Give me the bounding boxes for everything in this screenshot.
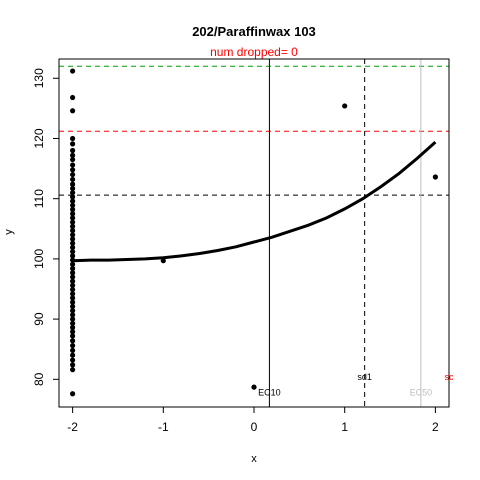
data-point	[70, 342, 76, 349]
data-point	[160, 258, 166, 264]
data-point	[251, 384, 257, 390]
y-tick-label: 120	[32, 128, 46, 148]
data-point	[70, 338, 76, 344]
data-point	[70, 253, 76, 259]
data-point	[70, 135, 76, 142]
data-point	[70, 299, 76, 305]
data-point	[70, 282, 76, 288]
data-point	[70, 236, 76, 242]
y-tick-label: 110	[32, 189, 46, 208]
data-point	[70, 206, 76, 213]
data-point	[70, 261, 76, 267]
x-tick-label: -2	[67, 420, 78, 434]
y-tick-label: 80	[32, 372, 46, 386]
annotation-ec10: EC10	[258, 388, 281, 398]
data-point	[70, 202, 76, 208]
data-point	[70, 162, 76, 168]
chart-title: 202/Paraffinwax 103	[192, 24, 316, 39]
data-point	[70, 308, 76, 314]
data-point	[70, 329, 76, 335]
data-point	[70, 223, 76, 229]
annotation-ec50: EC50	[410, 388, 433, 398]
data-point	[70, 167, 76, 173]
annotation-sd1: sd1	[357, 372, 372, 382]
chart-subtitle: num dropped= 0	[210, 45, 298, 59]
data-point	[70, 181, 76, 187]
data-point	[70, 152, 76, 158]
data-point	[70, 295, 76, 301]
data-point	[70, 147, 76, 154]
y-axis-label: y	[3, 229, 15, 235]
data-point	[70, 316, 76, 322]
data-points	[70, 68, 438, 397]
x-tick-label: 2	[432, 420, 439, 434]
data-point	[70, 286, 76, 293]
data-point	[70, 232, 76, 238]
data-point	[70, 362, 76, 368]
data-point	[70, 227, 76, 234]
data-point	[70, 94, 76, 101]
data-point	[70, 270, 76, 276]
data-point	[70, 265, 76, 272]
data-point	[70, 156, 76, 163]
data-point	[70, 211, 76, 217]
data-point	[70, 249, 76, 255]
data-point	[70, 190, 76, 196]
data-point	[70, 312, 76, 318]
data-point	[70, 391, 76, 397]
data-point	[70, 198, 76, 204]
data-point	[70, 176, 76, 183]
data-point	[342, 103, 348, 109]
data-point	[70, 278, 76, 284]
data-point	[70, 320, 76, 326]
x-tick-label: -1	[158, 420, 169, 434]
data-point	[432, 174, 438, 180]
fitted-curve-group	[72, 140, 437, 263]
data-point	[70, 324, 76, 331]
data-point	[70, 219, 76, 225]
plot-frame	[58, 58, 450, 408]
data-point	[70, 194, 76, 200]
data-point	[70, 68, 76, 74]
y-axis: 80 90 100 110 120 130	[32, 68, 60, 386]
x-tick-label: 1	[341, 420, 348, 434]
data-point	[70, 347, 76, 354]
data-point	[70, 367, 76, 373]
y-tick-label: 90	[32, 312, 46, 326]
x-tick-label: 0	[251, 420, 258, 434]
data-point	[70, 291, 76, 297]
data-point	[70, 215, 76, 221]
x-axis-label: x	[251, 453, 257, 465]
x-axis: -2 -1 0 1 2	[67, 406, 439, 434]
data-point	[70, 171, 76, 178]
data-point	[70, 352, 76, 358]
fitted-curve	[72, 140, 437, 263]
data-point	[70, 257, 76, 263]
data-point	[70, 274, 76, 280]
data-point	[70, 303, 76, 310]
data-point	[70, 357, 76, 363]
y-tick-label: 130	[32, 68, 46, 88]
data-point	[70, 141, 76, 147]
reference-lines	[59, 59, 450, 407]
data-point	[70, 244, 76, 251]
y-tick-label: 100	[32, 249, 46, 269]
data-point	[70, 333, 76, 339]
data-point	[70, 108, 76, 114]
data-point	[70, 185, 76, 192]
data-point	[70, 240, 76, 246]
